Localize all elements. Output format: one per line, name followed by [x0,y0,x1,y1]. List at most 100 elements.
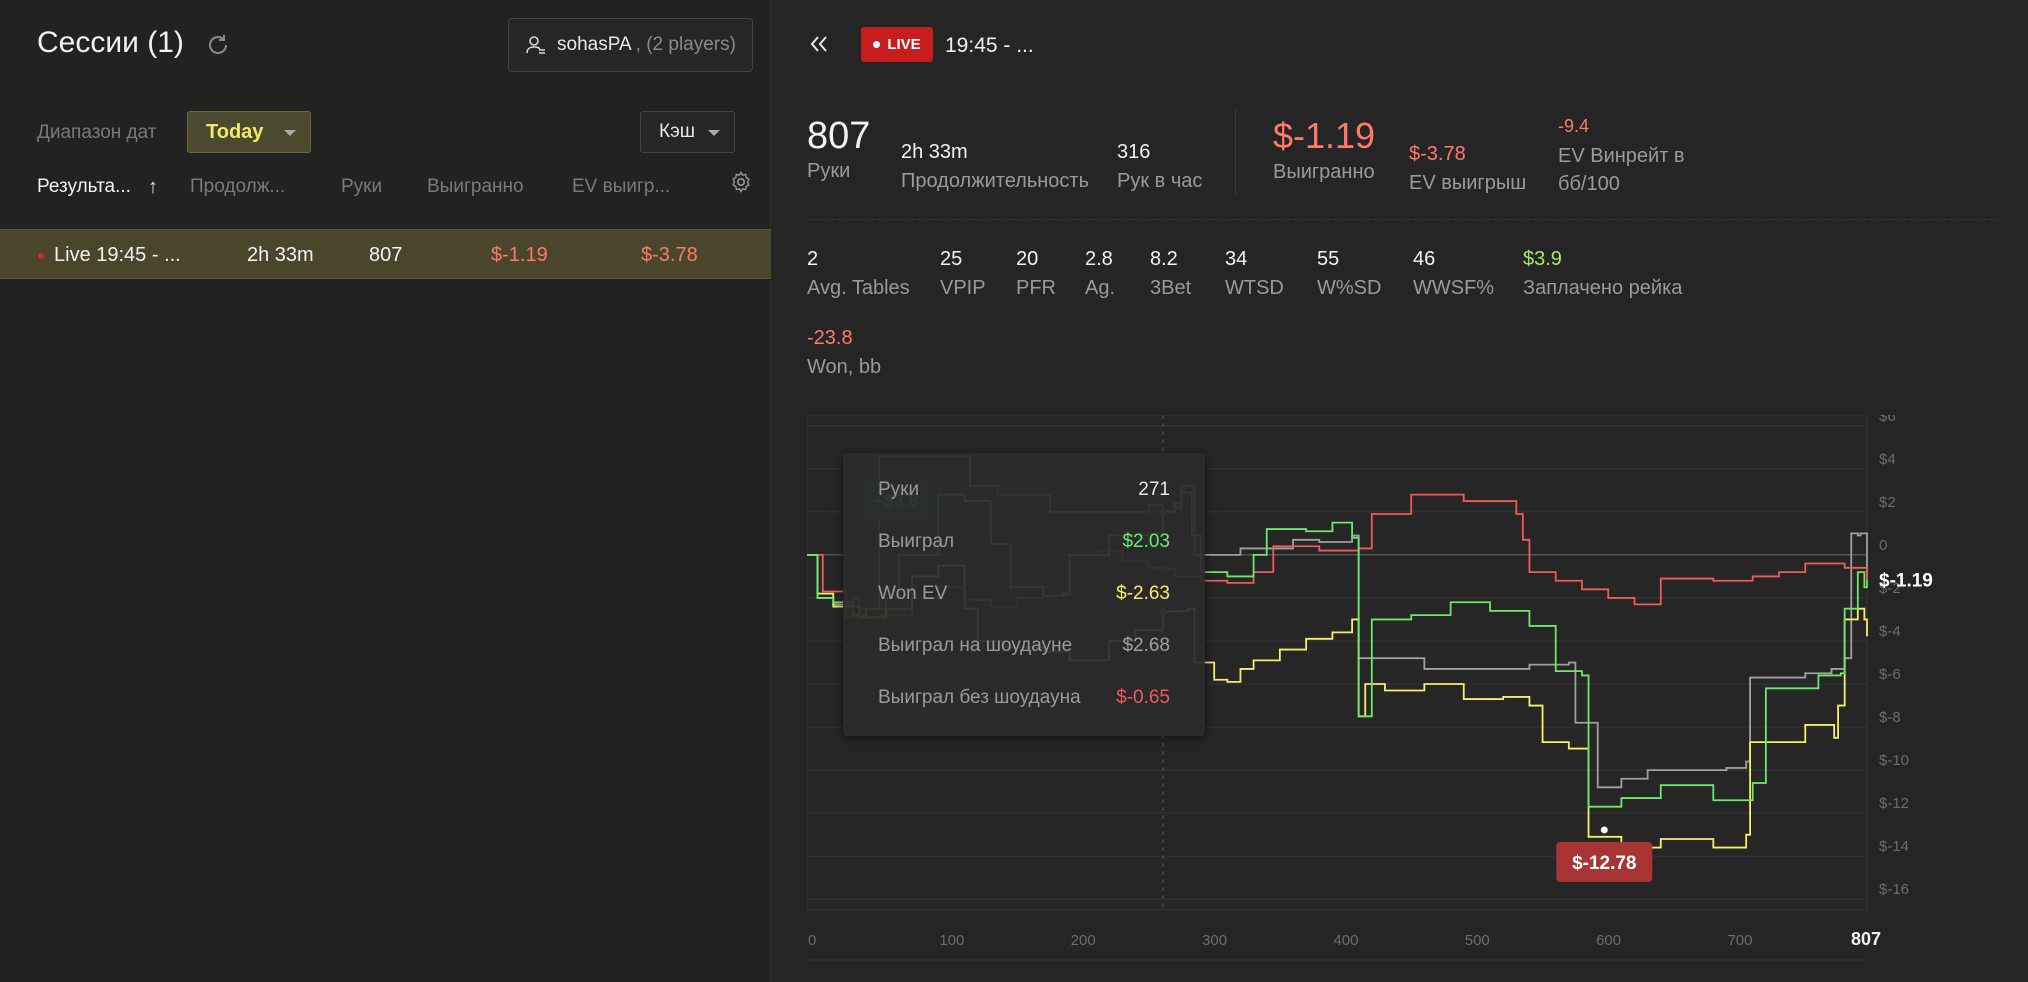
x-tick-label: 500 [1465,932,1490,949]
last-value-label: $-1.19 [1879,571,1933,592]
tooltip-label: Выиграл на шоудауне [878,635,1073,656]
y-tick-label: 0 [1879,537,1887,554]
stat-wtsd: 34 WTSD [1225,248,1284,300]
stat-label: Рук в час [1117,170,1203,192]
session-hands: 807 [369,244,403,266]
stat-wwsf: 46 WWSF% [1413,248,1494,300]
chart-tooltip: Руки 271 Выиграл $2.03 Won EV $-2.63 Выи… [843,453,1205,736]
stat-duration: 2h 33m Продолжительность [901,141,1089,193]
tooltip-value: $2.68 [1122,635,1170,656]
y-tick-label: $-16 [1879,881,1909,898]
column-header-ev[interactable]: EV выигр... [572,176,671,197]
table-row[interactable]: Live 19:45 - ... 2h 33m 807 $-1.19 $-3.7… [0,229,771,279]
y-tick-label: $-6 [1879,666,1901,683]
player-count: , (2 players) [635,34,736,55]
tooltip-label: Won EV [878,583,948,604]
tooltip-value: $-0.65 [1116,687,1170,708]
stat-rake-paid: $3.9 Заплачено рейка [1523,248,1682,300]
stat-value: 8.2 [1150,248,1178,270]
y-tick-label: $-10 [1879,752,1909,769]
sessions-panel: Сессии (1) sohasPA, (2 players) Диапазон… [0,0,771,982]
y-tick-label: $-8 [1879,709,1901,726]
tooltip-label: Выиграл без шоудауна [878,687,1081,708]
column-header-result[interactable]: Результа... [37,176,131,197]
game-type-dropdown[interactable]: Кэш [640,111,735,153]
min-value-label: $-12.78 [1572,853,1636,874]
session-title: 19:45 - ... [945,34,1034,57]
stat-value: 2h 33m [901,141,968,163]
stat-pfr: 20 PFR [1016,248,1056,300]
player-name: sohasPA [557,34,632,55]
stat-label: WTSD [1225,277,1284,299]
stat-aggression: 2.8 Ag. [1085,248,1115,300]
stat-ev-won: $-3.78 EV выигрыш [1409,143,1526,195]
stat-label: Выигранно [1273,161,1375,183]
double-chevron-left-icon[interactable] [808,34,830,54]
session-ev: $-3.78 [641,244,698,266]
sessions-title: Сессии (1) [37,26,184,59]
date-range-dropdown[interactable]: Today [187,111,311,153]
stat-value: $-3.78 [1409,143,1466,165]
stat-won: $-1.19 Выигранно [1273,115,1375,184]
session-detail-panel: LIVE 19:45 - ... 807 Руки 2h 33m Продолж… [772,0,2028,982]
stat-value: 20 [1016,248,1039,270]
session-won: $-1.19 [491,244,548,266]
tooltip-label: Руки [878,479,920,500]
stat-value: 316 [1117,141,1151,163]
table-header: Результа... ↑ Продолж... Руки Выигранно … [0,170,771,214]
y-tick-label: $6 [1879,415,1896,425]
min-value-badge [1556,841,1653,882]
stat-label: PFR [1016,277,1056,299]
stat-label: VPIP [940,277,986,299]
live-badge: LIVE [861,27,933,62]
tooltip-label: Выиграл [878,531,955,552]
live-dot-icon [873,41,881,48]
stat-label: Ag. [1085,277,1116,299]
x-tick-label: 200 [1071,932,1096,949]
y-tick-label: $-2 [1879,580,1901,597]
live-badge-label: LIVE [887,36,921,53]
session-duration: 2h 33m [247,244,314,266]
stat-value: -23.8 [807,327,853,349]
stat-hands-per-hour: 316 Рук в час [1117,141,1202,193]
stat-label: W%SD [1317,277,1382,299]
x-tick-label: 300 [1202,932,1227,949]
game-type-value: Кэш [659,121,696,142]
stat-value: $3.9 [1523,248,1562,270]
stat-hands: 807 Руки [807,115,870,183]
y-tick-label: $4 [1879,451,1896,468]
refresh-icon[interactable] [205,32,231,58]
stat-label: Won, bb [807,356,882,378]
stat-ev-winrate: -9.4 EV Винрейт в бб/100 [1558,116,1718,198]
x-tick-label: 100 [939,932,964,949]
x-tick-label: 807 [1851,929,1881,949]
y-tick-label: $-4 [1879,623,1901,640]
sort-ascending-icon[interactable]: ↑ [148,176,158,198]
gear-icon[interactable] [729,170,753,194]
stat-value: -9.4 [1558,116,1590,136]
stat-label: WWSF% [1413,277,1495,299]
column-header-hands[interactable]: Руки [341,176,383,197]
users-icon [526,36,545,54]
y-tick-label: $2 [1879,494,1896,511]
stat-label: EV выигрыш [1409,172,1527,194]
stat-3bet: 8.2 3Bet [1150,248,1191,300]
chevron-down-icon [708,130,720,136]
stat-value: 55 [1317,248,1340,270]
column-header-won[interactable]: Выигранно [427,176,524,197]
stat-label: Avg. Tables [807,277,910,299]
chevron-down-icon [284,130,296,136]
x-tick-label: 700 [1727,932,1752,949]
x-tick-label: 400 [1333,932,1358,949]
section-divider [807,219,2002,220]
column-header-duration[interactable]: Продолж... [190,176,286,197]
stat-value: 25 [940,248,963,270]
player-selector-button[interactable]: sohasPA, (2 players) [508,18,753,72]
stat-wsd: 55 W%SD [1317,248,1381,300]
stat-value: $-1.19 [1273,115,1376,156]
stats-divider [1235,110,1236,195]
live-indicator-dot [38,253,44,259]
stat-avg-tables: 2 Avg. Tables [807,248,910,300]
stat-won-bb: -23.8 Won, bb [807,327,881,379]
stat-value: 2 [807,248,819,270]
